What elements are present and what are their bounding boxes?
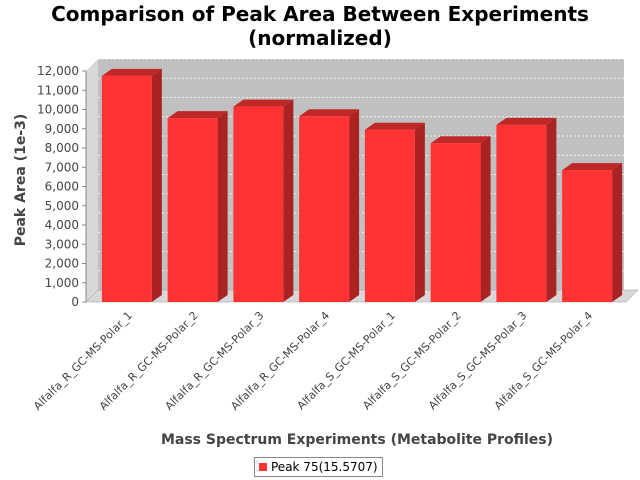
x-axis-title: Mass Spectrum Experiments (Metabolite Pr… xyxy=(161,432,553,448)
y-tick-label: 12,000 xyxy=(37,64,79,78)
y-tick-label: 1,000 xyxy=(45,276,79,290)
bar-top xyxy=(299,109,360,117)
chart-title-line1: Comparison of Peak Area Between Experime… xyxy=(51,2,589,26)
bar xyxy=(430,136,491,302)
bar xyxy=(562,163,623,302)
y-tick-label: 0 xyxy=(71,295,79,309)
y-tick-label: 2,000 xyxy=(45,257,79,271)
bars xyxy=(101,68,623,303)
bar-front xyxy=(364,129,415,302)
y-tick-label: 4,000 xyxy=(45,218,79,232)
bar-top xyxy=(101,68,162,76)
chart-title-line2: (normalized) xyxy=(248,26,392,50)
bar-side xyxy=(217,111,228,302)
y-tick-label: 8,000 xyxy=(45,141,79,155)
bar-top xyxy=(233,99,294,107)
axes xyxy=(82,70,87,303)
bar-top xyxy=(167,111,228,119)
bar-top xyxy=(364,122,425,130)
bar-side xyxy=(151,68,162,302)
y-tick-label: 5,000 xyxy=(45,199,79,213)
bar xyxy=(233,99,294,302)
y-tick-label: 9,000 xyxy=(45,122,79,136)
bar-front xyxy=(562,170,613,302)
plot-back-wall xyxy=(98,59,624,290)
bar-side xyxy=(414,122,425,303)
bar-top xyxy=(430,136,491,144)
bar xyxy=(299,109,360,302)
legend-swatch xyxy=(259,463,267,471)
bar-top xyxy=(562,163,623,171)
bar-side xyxy=(546,117,557,303)
y-tick-label: 6,000 xyxy=(45,180,79,194)
bar-side xyxy=(349,109,360,302)
bar-side xyxy=(480,136,491,302)
bar-front xyxy=(101,75,152,302)
bar-front xyxy=(430,143,481,302)
chart-title: Comparison of Peak Area Between Experime… xyxy=(0,2,640,50)
legend: Peak 75(15.5707) xyxy=(254,457,383,477)
bar-side xyxy=(612,163,623,302)
bar-front xyxy=(496,124,547,303)
legend-label: Peak 75(15.5707) xyxy=(271,460,378,474)
bar-front xyxy=(233,106,284,302)
bar-top xyxy=(496,117,557,125)
y-tick-label: 11,000 xyxy=(37,83,79,97)
y-tick-label: 10,000 xyxy=(37,103,79,117)
y-axis-title: Peak Area (1e-3) xyxy=(13,114,29,247)
y-ticks: 0 1,000 2,000 3,000 4,000 5,000 6,000 7,000 8,00… xyxy=(37,64,79,309)
bar-front xyxy=(299,116,350,302)
bar xyxy=(364,122,425,303)
bar-side xyxy=(283,99,294,302)
y-tick-label: 3,000 xyxy=(45,237,79,251)
bar xyxy=(101,68,162,302)
plot-side-wall xyxy=(86,59,98,302)
bar xyxy=(496,117,557,303)
bar-front xyxy=(167,118,218,302)
x-category-labels: Alfalfa_R_GC-MS-Polar_1Alfalfa_R_GC-MS-P… xyxy=(31,309,595,413)
bar xyxy=(167,111,228,302)
y-tick-label: 7,000 xyxy=(45,160,79,174)
